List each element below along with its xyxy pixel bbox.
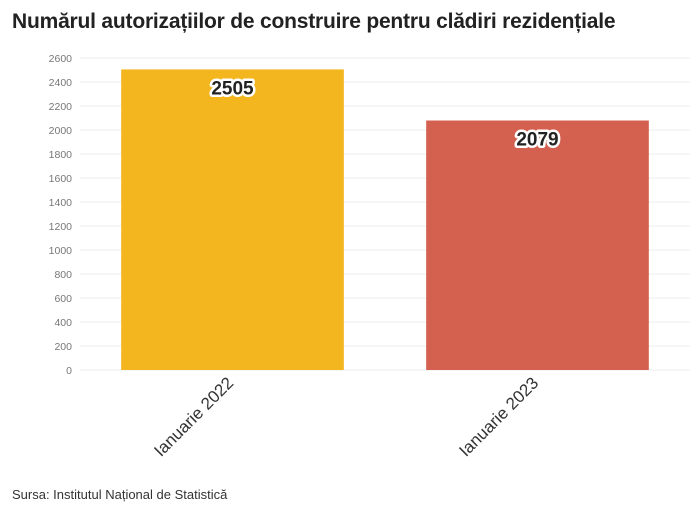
y-tick-label: 2000 [49, 125, 73, 137]
y-tick-label: 400 [54, 317, 72, 329]
y-tick-label: 600 [54, 293, 72, 305]
y-tick-label: 2400 [49, 77, 73, 89]
source-note: Sursa: Institutul Național de Statistică [12, 487, 228, 502]
chart-title: Numărul autorizațiilor de construire pen… [12, 10, 616, 33]
y-tick-label: 1800 [49, 149, 73, 161]
bar-1 [121, 69, 344, 371]
data-label: 2079 [516, 130, 558, 151]
y-tick-label: 1400 [49, 197, 73, 209]
y-tick-label: 1600 [49, 173, 73, 185]
y-axis-ticks: 0 200 400 600 800 1000 1200 1400 1600 1800 2000 220… [49, 53, 73, 377]
x-axis-labels: Ianuarie 2022 Ianuarie 2023 [150, 373, 542, 460]
y-tick-label: 1000 [49, 245, 73, 257]
x-tick-label: Ianuarie 2023 [455, 373, 542, 460]
bar-2 [426, 120, 649, 371]
data-label: 2505 [211, 78, 254, 99]
y-tick-label: 200 [54, 341, 72, 353]
bars [121, 69, 649, 371]
y-tick-label: 2600 [49, 53, 73, 65]
y-tick-label: 2200 [49, 101, 73, 113]
y-tick-label: 800 [54, 269, 72, 281]
data-labels: 2505 2079 [209, 76, 561, 153]
y-tick-label: 1200 [49, 221, 73, 233]
x-tick-label: Ianuarie 2022 [150, 373, 237, 460]
y-tick-label: 0 [66, 365, 72, 377]
